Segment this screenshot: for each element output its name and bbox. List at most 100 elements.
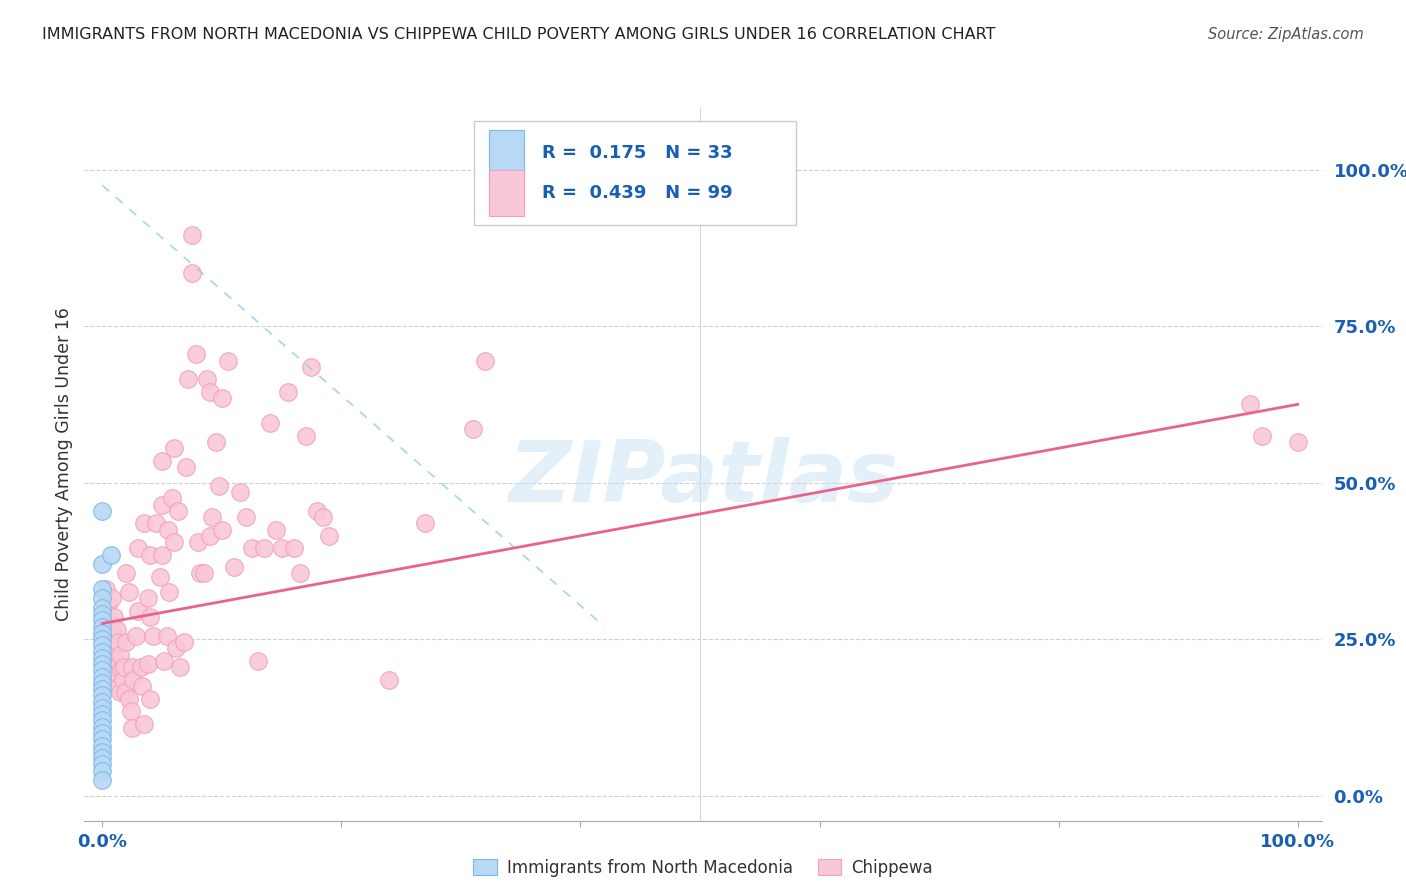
Point bbox=[121, 721, 143, 735]
Point bbox=[1250, 428, 1272, 442]
Text: R =  0.439   N = 99: R = 0.439 N = 99 bbox=[543, 184, 733, 202]
Point bbox=[129, 660, 152, 674]
Point bbox=[163, 441, 186, 455]
Point bbox=[177, 372, 200, 386]
Point bbox=[156, 629, 179, 643]
Point bbox=[139, 548, 162, 562]
Point bbox=[91, 772, 114, 787]
Point bbox=[117, 691, 139, 706]
Point bbox=[100, 548, 122, 562]
Point bbox=[211, 391, 233, 405]
Point bbox=[91, 613, 114, 627]
Point bbox=[211, 523, 233, 537]
Point bbox=[229, 485, 252, 500]
Point bbox=[188, 566, 211, 581]
Point bbox=[91, 645, 114, 659]
Point bbox=[139, 691, 162, 706]
Point bbox=[91, 582, 114, 596]
Point bbox=[139, 610, 162, 624]
Point bbox=[127, 604, 149, 618]
Point bbox=[145, 516, 167, 531]
Point bbox=[288, 566, 311, 581]
Point bbox=[253, 541, 276, 556]
Point bbox=[131, 679, 153, 693]
Point bbox=[150, 453, 173, 467]
Text: Source: ZipAtlas.com: Source: ZipAtlas.com bbox=[1208, 27, 1364, 42]
Point bbox=[166, 504, 188, 518]
Text: R =  0.175   N = 33: R = 0.175 N = 33 bbox=[543, 145, 733, 162]
Text: IMMIGRANTS FROM NORTH MACEDONIA VS CHIPPEWA CHILD POVERTY AMONG GIRLS UNDER 16 C: IMMIGRANTS FROM NORTH MACEDONIA VS CHIPP… bbox=[42, 27, 995, 42]
Point bbox=[91, 504, 114, 518]
Point bbox=[91, 739, 114, 753]
Point bbox=[181, 228, 204, 243]
Point bbox=[91, 751, 114, 765]
Point bbox=[104, 660, 127, 674]
Point bbox=[91, 607, 114, 621]
Point bbox=[91, 757, 114, 772]
Point bbox=[91, 619, 114, 633]
Point bbox=[413, 516, 436, 531]
Point bbox=[141, 629, 163, 643]
Point bbox=[270, 541, 292, 556]
Point bbox=[208, 479, 231, 493]
Point bbox=[169, 660, 191, 674]
Point bbox=[101, 623, 124, 637]
Point bbox=[163, 535, 186, 549]
Point bbox=[217, 353, 239, 368]
Point bbox=[184, 347, 207, 361]
Point bbox=[101, 591, 124, 606]
Point bbox=[378, 673, 401, 687]
Point bbox=[461, 422, 484, 436]
Point bbox=[101, 645, 124, 659]
Y-axis label: Child Poverty Among Girls Under 16: Child Poverty Among Girls Under 16 bbox=[55, 307, 73, 621]
FancyBboxPatch shape bbox=[489, 169, 523, 216]
Point bbox=[307, 504, 329, 518]
Point bbox=[264, 523, 287, 537]
Point bbox=[91, 701, 114, 715]
Point bbox=[294, 428, 316, 442]
Point bbox=[198, 529, 221, 543]
Point bbox=[125, 629, 148, 643]
Point bbox=[110, 664, 132, 678]
Point bbox=[174, 460, 197, 475]
Point bbox=[134, 516, 156, 531]
Point bbox=[91, 707, 114, 722]
Point bbox=[165, 641, 187, 656]
Point bbox=[149, 569, 172, 583]
Point bbox=[122, 673, 145, 687]
Point bbox=[136, 657, 159, 672]
Point bbox=[474, 353, 496, 368]
Point bbox=[318, 529, 340, 543]
Point bbox=[157, 523, 180, 537]
Point bbox=[134, 716, 156, 731]
Point bbox=[121, 660, 143, 674]
Point bbox=[312, 510, 335, 524]
Point bbox=[91, 625, 114, 640]
Point bbox=[91, 639, 114, 653]
Point bbox=[301, 359, 323, 374]
Point bbox=[205, 434, 228, 449]
Point bbox=[187, 535, 209, 549]
Point bbox=[91, 732, 114, 747]
Point bbox=[235, 510, 257, 524]
Point bbox=[240, 541, 263, 556]
Point bbox=[91, 676, 114, 690]
Point bbox=[259, 416, 281, 430]
Point bbox=[91, 664, 114, 678]
Point bbox=[91, 632, 114, 646]
Point bbox=[91, 714, 114, 728]
Point bbox=[91, 682, 114, 697]
Point bbox=[94, 582, 117, 596]
Point bbox=[222, 560, 245, 574]
Point bbox=[1239, 397, 1261, 411]
Point bbox=[117, 585, 139, 599]
Point bbox=[150, 498, 173, 512]
Point bbox=[160, 491, 183, 506]
Point bbox=[111, 673, 134, 687]
FancyBboxPatch shape bbox=[474, 121, 796, 225]
Point bbox=[91, 670, 114, 684]
Point bbox=[107, 635, 129, 649]
FancyBboxPatch shape bbox=[489, 130, 523, 177]
Point bbox=[246, 654, 269, 668]
Point bbox=[277, 384, 299, 399]
